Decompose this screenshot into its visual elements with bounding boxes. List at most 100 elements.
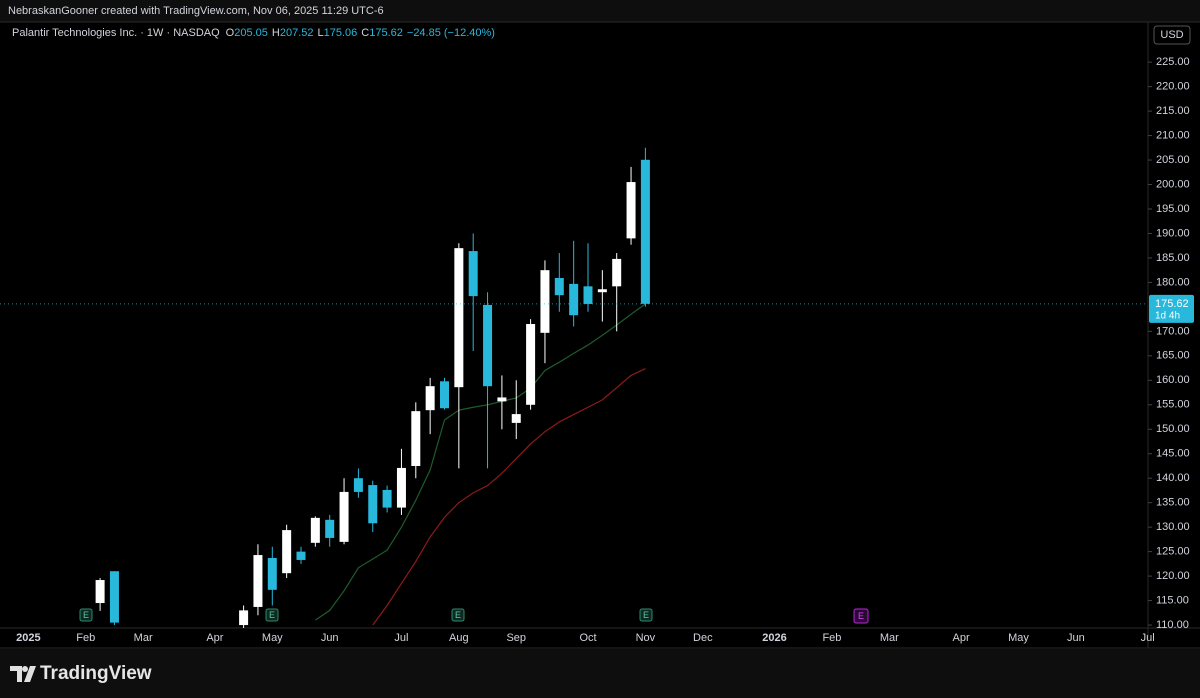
x-tick-label: May [1008, 632, 1029, 644]
candle-body [511, 414, 521, 423]
candle-body [640, 159, 650, 304]
earnings-icon [79, 608, 93, 622]
x-tick-label: Jul [1141, 632, 1155, 644]
earnings-icon [265, 608, 279, 622]
earnings-label: E [83, 610, 89, 620]
y-tick-label: 180.00 [1156, 276, 1190, 288]
earnings-label: E [269, 610, 275, 620]
moving-average [372, 368, 646, 626]
candle-body [95, 580, 105, 604]
x-tick-label: Jun [1067, 632, 1085, 644]
candle-body [483, 304, 493, 387]
x-tick-label: Feb [76, 632, 95, 644]
candle-body [440, 381, 449, 409]
earnings-label: E [858, 611, 864, 621]
x-tick-label: Oct [579, 632, 596, 644]
candle-body [353, 478, 363, 492]
y-tick-label: 225.00 [1156, 56, 1190, 68]
symbol: Palantir Technologies Inc. · 1W · NASDAQ [12, 27, 220, 39]
candle-body [597, 289, 607, 293]
candle-body [411, 411, 421, 466]
x-tick-label: Aug [449, 632, 469, 644]
legend-value: 175.62 [369, 27, 403, 39]
candle-body [339, 491, 349, 542]
x-tick-label: Jul [394, 632, 408, 644]
y-tick-label: 115.00 [1156, 594, 1189, 606]
moving-average [315, 303, 646, 621]
y-tick-label: 110.00 [1156, 619, 1189, 631]
candle-body [282, 530, 292, 574]
x-tick-label: 2026 [762, 632, 786, 644]
logo-dot [22, 666, 28, 672]
candle-body [425, 386, 435, 411]
y-tick-label: 140.00 [1156, 472, 1190, 484]
countdown: 1d 4h [1155, 310, 1180, 321]
x-tick-label: May [262, 632, 283, 644]
candle-body [109, 571, 119, 623]
last-price-label: 175.62 [1155, 298, 1189, 310]
earnings-label: E [643, 610, 649, 620]
currency: USD [1160, 29, 1183, 41]
y-tick-label: 200.00 [1156, 178, 1190, 190]
y-tick-label: 185.00 [1156, 252, 1190, 264]
candle-body [526, 324, 536, 405]
y-tick-label: 205.00 [1156, 154, 1190, 166]
logo-mark [10, 666, 36, 682]
candle-body [267, 558, 277, 590]
earnings-icon [451, 608, 465, 622]
y-tick-label: 210.00 [1156, 129, 1190, 141]
y-tick-label: 120.00 [1156, 570, 1190, 582]
earnings-markers: E E E E E [79, 608, 869, 624]
y-tick-label: 190.00 [1156, 227, 1190, 239]
y-tick-label: 220.00 [1156, 81, 1190, 93]
upcoming-earnings-icon [853, 608, 869, 624]
x-tick-label: Mar [880, 632, 899, 644]
candle-body [468, 251, 478, 297]
candle-body [454, 248, 464, 388]
candle-body [368, 485, 378, 524]
x-tick-label: Apr [206, 632, 223, 644]
legend-key: C [361, 27, 369, 39]
candle-body [296, 551, 306, 560]
earnings-icon [639, 608, 653, 622]
legend-key: L [318, 27, 324, 39]
y-tick-label: 135.00 [1156, 497, 1190, 509]
last-price-box [1149, 294, 1194, 323]
y-tick-label: 130.00 [1156, 521, 1190, 533]
candle-body [569, 283, 579, 316]
y-tick-label: 195.00 [1156, 203, 1190, 215]
y-tick-label: 155.00 [1156, 399, 1190, 411]
candle-body [396, 467, 406, 508]
x-tick-label: Apr [953, 632, 970, 644]
candle-body [310, 517, 320, 543]
plot-area [95, 147, 650, 628]
candle-body [325, 519, 335, 538]
legend-value: 207.52 [280, 27, 314, 39]
legend-key: H [272, 27, 280, 39]
top-bar [0, 0, 1200, 22]
x-tick-label: Sep [506, 632, 526, 644]
candle-body [540, 270, 550, 333]
legend-change: −24.85 (−12.40%) [407, 27, 495, 39]
y-tick-label: 145.00 [1156, 448, 1190, 460]
x-tick-label: Nov [636, 632, 656, 644]
legend: Palantir Technologies Inc. · 1W · NASDAQ… [12, 27, 495, 39]
candle-body [583, 286, 593, 304]
y-tick-label: 150.00 [1156, 423, 1190, 435]
candle-body [382, 489, 392, 508]
x-tick-label: 2025 [16, 632, 40, 644]
currency-box [1153, 25, 1191, 45]
x-tick-label: Mar [134, 632, 153, 644]
candle-body [626, 182, 636, 239]
y-tick-label: 125.00 [1156, 546, 1190, 558]
y-tick-label: 160.00 [1156, 374, 1190, 386]
legend-key: O [226, 27, 235, 39]
y-tick-label: 170.00 [1156, 325, 1190, 337]
candle-body [497, 397, 507, 402]
candle-body [253, 555, 263, 607]
candle-body [612, 258, 622, 287]
earnings-label: E [455, 610, 461, 620]
brand-logo [10, 666, 36, 682]
